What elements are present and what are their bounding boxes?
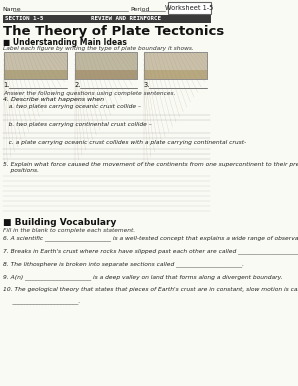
Text: ■ Building Vocabulary: ■ Building Vocabulary — [3, 218, 116, 227]
Bar — [75, 52, 136, 79]
Text: 6. A scientific ______________________ is a well-tested concept that explains a : 6. A scientific ______________________ i… — [3, 235, 298, 241]
Text: 5. Explain what force caused the movement of the continents from one supercontin: 5. Explain what force caused the movemen… — [3, 162, 298, 173]
Text: SECTION 1-5: SECTION 1-5 — [5, 16, 44, 21]
Text: 3.: 3. — [144, 82, 150, 88]
Text: 9. A(n) ______________________ is a deep valley on land that forms along a diver: 9. A(n) ______________________ is a deep… — [3, 274, 283, 280]
Text: Fill in the blank to complete each statement.: Fill in the blank to complete each state… — [3, 228, 135, 233]
Bar — [3, 15, 211, 23]
Text: ■ Understanding Main Ideas: ■ Understanding Main Ideas — [3, 38, 127, 47]
Bar — [144, 69, 207, 79]
Text: Name: Name — [3, 7, 21, 12]
Text: The Theory of Plate Tectonics: The Theory of Plate Tectonics — [3, 25, 224, 38]
Bar — [75, 69, 136, 79]
Text: 8. The lithosphere is broken into separate sections called _____________________: 8. The lithosphere is broken into separa… — [3, 261, 244, 267]
Bar — [4, 69, 67, 79]
Bar — [4, 52, 67, 79]
Text: 10. The geological theory that states that pieces of Earth's crust are in consta: 10. The geological theory that states th… — [3, 287, 298, 292]
Text: 1.: 1. — [4, 82, 10, 88]
Bar — [75, 52, 136, 79]
Text: 2.: 2. — [75, 82, 81, 88]
Text: 7. Breaks in Earth's crust where rocks have slipped past each other are called _: 7. Breaks in Earth's crust where rocks h… — [3, 248, 298, 254]
Text: a. two plates carrying oceanic crust collide –: a. two plates carrying oceanic crust col… — [3, 104, 141, 109]
Text: 4. Describe what happens when: 4. Describe what happens when — [3, 97, 104, 102]
Text: b. two plates carrying continental crust collide –: b. two plates carrying continental crust… — [3, 122, 152, 127]
Text: Answer the following questions using complete sentences.: Answer the following questions using com… — [3, 91, 175, 96]
Text: REVIEW AND REINFORCE: REVIEW AND REINFORCE — [91, 16, 161, 21]
Text: ______________________.: ______________________. — [3, 300, 80, 305]
Bar — [168, 2, 211, 14]
Text: Worksheet 1-5: Worksheet 1-5 — [165, 5, 214, 10]
Bar — [4, 52, 67, 79]
Text: c. a plate carrying oceanic crust collides with a plate carrying continental cru: c. a plate carrying oceanic crust collid… — [3, 140, 246, 145]
Text: Period: Period — [130, 7, 150, 12]
Bar — [144, 52, 207, 79]
Text: Label each figure by writing the type of plate boundary it shows.: Label each figure by writing the type of… — [3, 46, 194, 51]
Bar — [144, 52, 207, 79]
